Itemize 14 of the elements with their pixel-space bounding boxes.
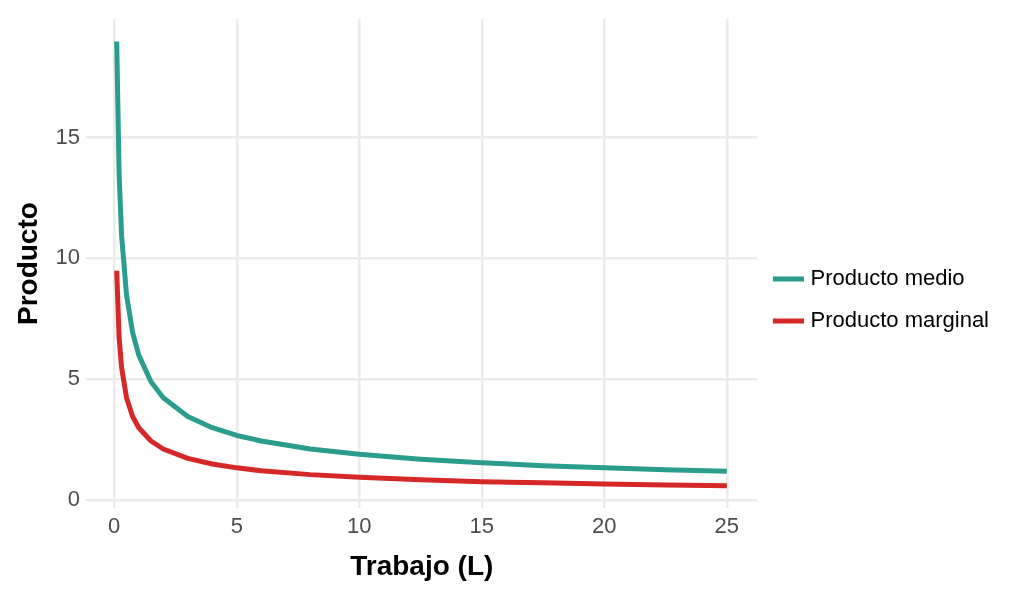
y-tick-label: 0 [67,486,81,512]
x-tick-label: 0 [108,513,121,539]
legend-label: Producto marginal [810,307,990,333]
x-tick-label: 10 [347,513,372,539]
x-tick-label: 15 [469,513,495,539]
x-axis-title: Trabajo (L) [350,549,494,581]
x-tick-label: 25 [714,513,740,539]
y-tick-label: 10 [55,244,81,270]
x-tick-label: 20 [592,513,617,539]
y-tick-label: 5 [67,365,81,391]
x-tick-label: 5 [230,513,243,539]
y-tick-label: 15 [55,123,81,149]
y-axis-title: Producto [11,202,43,326]
legend-label: Producto medio [810,265,965,291]
